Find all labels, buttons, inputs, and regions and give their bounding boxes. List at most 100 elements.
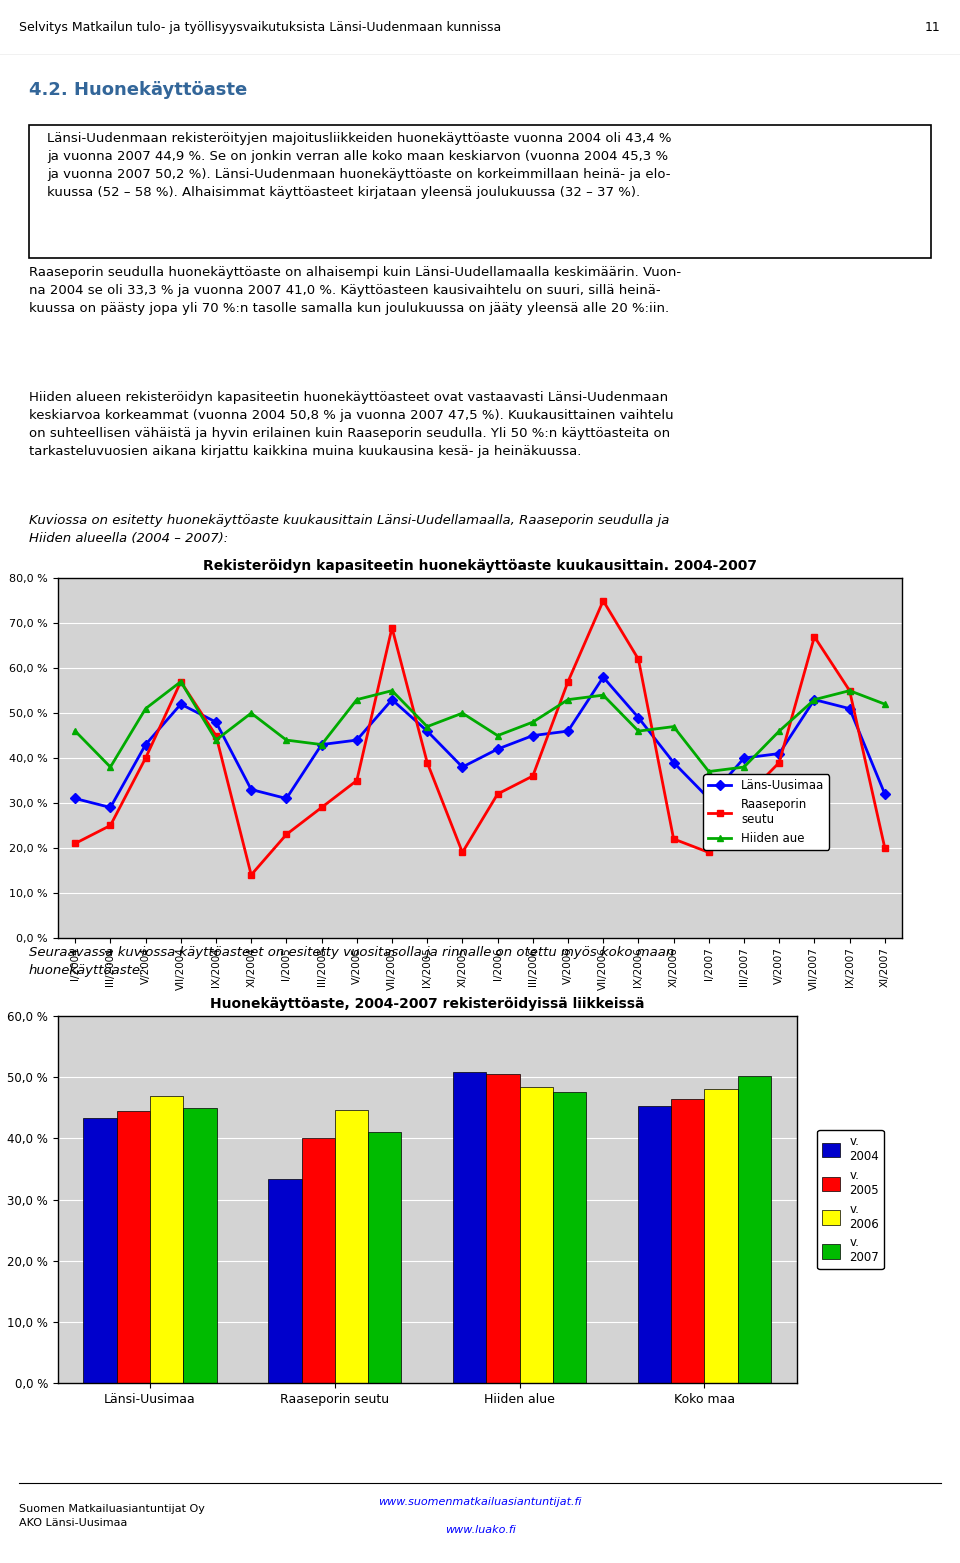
Raaseporin
seutu	[386, 619, 397, 638]
Hiiden aue	[386, 681, 397, 700]
Raaseporin
seutu	[316, 799, 327, 817]
Läns-Uusimaa	[774, 744, 785, 763]
Hiiden aue	[105, 758, 116, 777]
Raaseporin
seutu	[879, 838, 891, 857]
Text: 4.2. Huonekäyttöaste: 4.2. Huonekäyttöaste	[29, 81, 247, 98]
Läns-Uusimaa	[316, 735, 327, 753]
Bar	[637, 1107, 671, 1383]
Hiiden aue	[175, 672, 186, 691]
Bar	[183, 1108, 217, 1383]
Title: Rekisteröidyn kapasiteetin huonekäyttöaste kuukausittain. 2004-2007: Rekisteröidyn kapasiteetin huonekäyttöas…	[203, 560, 757, 574]
Raaseporin
seutu	[703, 842, 714, 861]
Legend: v.
2004, v.
2005, v.
2006, v.
2007: v. 2004, v. 2005, v. 2006, v. 2007	[818, 1130, 884, 1269]
Hiiden aue	[738, 758, 750, 777]
Hiiden aue	[492, 727, 503, 746]
Raaseporin
seutu	[597, 591, 609, 610]
Bar	[368, 1132, 401, 1383]
Raaseporin
seutu	[210, 727, 222, 746]
Läns-Uusimaa	[597, 667, 609, 686]
Hiiden aue	[844, 681, 855, 700]
Läns-Uusimaa	[246, 780, 257, 799]
Line: Läns-Uusimaa: Läns-Uusimaa	[72, 674, 888, 811]
Raaseporin
seutu	[280, 825, 292, 844]
Raaseporin
seutu	[246, 866, 257, 885]
Hiiden aue	[210, 730, 222, 749]
Läns-Uusimaa	[563, 722, 574, 741]
Läns-Uusimaa	[140, 735, 152, 753]
Raaseporin
seutu	[105, 816, 116, 835]
Raaseporin
seutu	[457, 842, 468, 861]
Text: 11: 11	[925, 20, 941, 34]
Raaseporin
seutu	[421, 753, 433, 772]
FancyBboxPatch shape	[29, 125, 931, 258]
Bar	[117, 1111, 150, 1383]
Text: Raaseporin seudulla huonekäyttöaste on alhaisempi kuin Länsi-Uudellamaalla keski: Raaseporin seudulla huonekäyttöaste on a…	[29, 266, 681, 314]
Bar	[737, 1075, 771, 1383]
Bar	[705, 1089, 737, 1383]
Läns-Uusimaa	[703, 789, 714, 808]
Line: Raaseporin
seutu: Raaseporin seutu	[72, 597, 888, 878]
Läns-Uusimaa	[69, 789, 81, 808]
Bar	[553, 1093, 587, 1383]
Hiiden aue	[140, 699, 152, 717]
Läns-Uusimaa	[808, 691, 820, 710]
Hiiden aue	[597, 686, 609, 705]
Text: Selvitys Matkailun tulo- ja työllisyysvaikutuksista Länsi-Uudenmaan kunnissa: Selvitys Matkailun tulo- ja työllisyysva…	[19, 20, 501, 34]
Hiiden aue	[633, 722, 644, 741]
Hiiden aue	[246, 703, 257, 722]
Raaseporin
seutu	[738, 789, 750, 808]
Läns-Uusimaa	[457, 758, 468, 777]
Läns-Uusimaa	[844, 699, 855, 717]
Raaseporin
seutu	[563, 672, 574, 691]
Hiiden aue	[351, 691, 363, 710]
Raaseporin
seutu	[633, 650, 644, 669]
Hiiden aue	[316, 735, 327, 753]
Raaseporin
seutu	[527, 767, 539, 786]
Hiiden aue	[69, 722, 81, 741]
Läns-Uusimaa	[280, 789, 292, 808]
Bar	[519, 1086, 553, 1383]
Raaseporin
seutu	[668, 830, 680, 849]
Text: Seuraavassa kuviossa käyttöasteet on esitetty vuositasolla ja rinnalle on otettu: Seuraavassa kuviossa käyttöasteet on esi…	[29, 946, 674, 977]
Raaseporin
seutu	[351, 771, 363, 789]
Hiiden aue	[879, 694, 891, 713]
Bar	[268, 1180, 301, 1383]
Bar	[671, 1099, 705, 1383]
Läns-Uusimaa	[633, 708, 644, 727]
Text: www.luako.fi: www.luako.fi	[444, 1525, 516, 1535]
Hiiden aue	[668, 717, 680, 736]
Hiiden aue	[421, 717, 433, 736]
Raaseporin
seutu	[140, 749, 152, 767]
Bar	[335, 1110, 368, 1383]
Hiiden aue	[457, 703, 468, 722]
Hiiden aue	[280, 730, 292, 749]
Läns-Uusimaa	[738, 749, 750, 767]
Läns-Uusimaa	[492, 739, 503, 758]
Läns-Uusimaa	[421, 722, 433, 741]
Läns-Uusimaa	[105, 799, 116, 817]
Bar	[487, 1074, 519, 1383]
Bar	[150, 1096, 183, 1383]
Raaseporin
seutu	[175, 672, 186, 691]
Läns-Uusimaa	[175, 694, 186, 713]
Hiiden aue	[563, 691, 574, 710]
Hiiden aue	[703, 763, 714, 782]
Text: Kuviossa on esitetty huonekäyttöaste kuukausittain Länsi-Uudellamaalla, Raasepor: Kuviossa on esitetty huonekäyttöaste kuu…	[29, 514, 669, 545]
Hiiden aue	[774, 722, 785, 741]
Hiiden aue	[808, 691, 820, 710]
Bar	[453, 1072, 487, 1383]
Raaseporin
seutu	[808, 627, 820, 646]
Läns-Uusimaa	[386, 691, 397, 710]
Line: Hiiden aue: Hiiden aue	[72, 678, 888, 775]
Läns-Uusimaa	[527, 727, 539, 746]
Text: www.suomenmatkailuasiantuntijat.fi: www.suomenmatkailuasiantuntijat.fi	[378, 1497, 582, 1507]
Text: Suomen Matkailuasiantuntijat Oy
AKO Länsi-Uusimaa: Suomen Matkailuasiantuntijat Oy AKO Läns…	[19, 1504, 205, 1529]
Raaseporin
seutu	[844, 681, 855, 700]
Hiiden aue	[527, 713, 539, 731]
Raaseporin
seutu	[492, 785, 503, 803]
Bar	[301, 1138, 335, 1383]
Text: Hiiden alueen rekisteröidyn kapasiteetin huonekäyttöasteet ovat vastaavasti Läns: Hiiden alueen rekisteröidyn kapasiteetin…	[29, 391, 673, 458]
Läns-Uusimaa	[668, 753, 680, 772]
Bar	[84, 1118, 117, 1383]
Läns-Uusimaa	[879, 785, 891, 803]
